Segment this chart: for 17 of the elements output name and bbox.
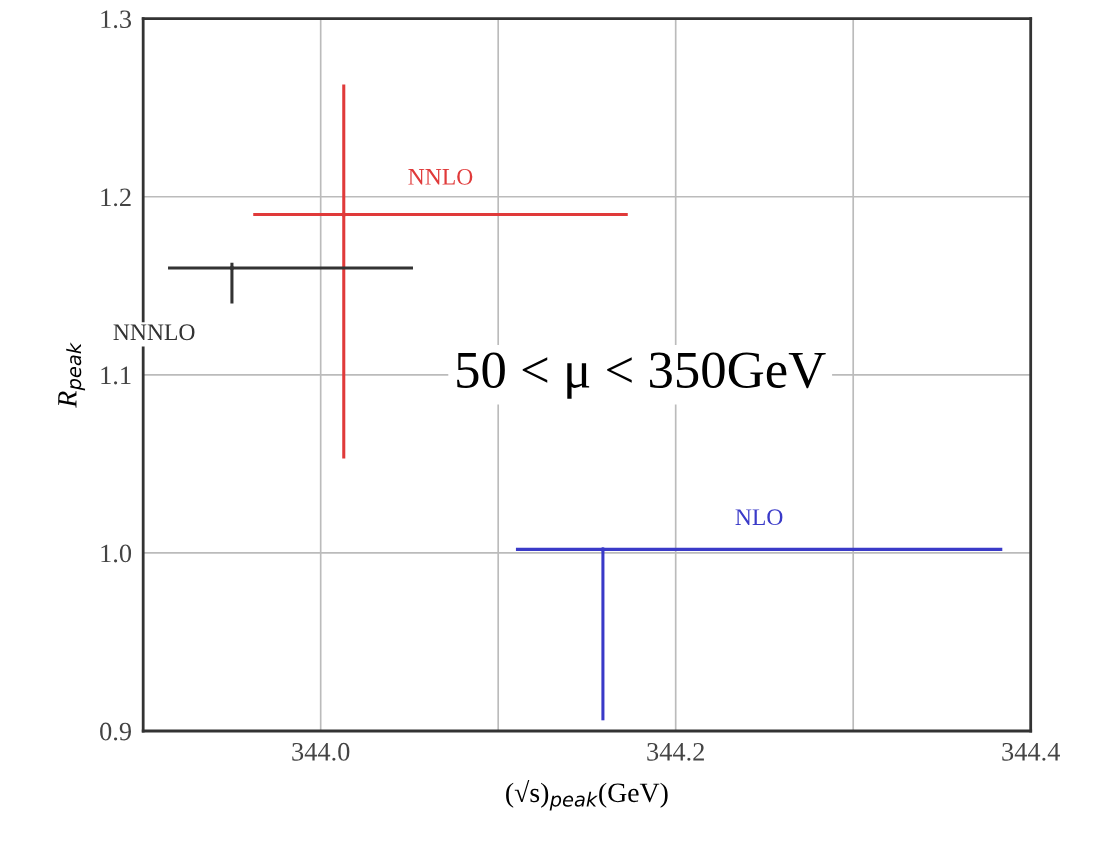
text: NNLO — [408, 168, 473, 185]
point — [600, 547, 606, 552]
point — [341, 212, 346, 217]
y-tick-label: 1.3 — [101, 10, 132, 29]
y-tick-label: 1.2 — [101, 188, 131, 207]
y-axis-title: R$_{peak}$ — [58, 342, 86, 408]
text: NLO — [735, 509, 783, 526]
x-tick-label: 344.4 — [1002, 742, 1060, 761]
x-tick-label: 344.2 — [647, 742, 704, 761]
x-axis-title: (√s)$_{peak}$(GeV) — [506, 779, 668, 811]
text: NNNLO — [113, 324, 195, 341]
y-tick-label: 1.1 — [101, 366, 131, 385]
x-tick-label: 344.0 — [292, 742, 350, 761]
point — [229, 265, 235, 271]
annotation: 50 < μ < 350GeV — [457, 352, 826, 399]
y-tick-label: 0.9 — [100, 722, 131, 741]
y-tick-label: 1.0 — [101, 544, 132, 563]
